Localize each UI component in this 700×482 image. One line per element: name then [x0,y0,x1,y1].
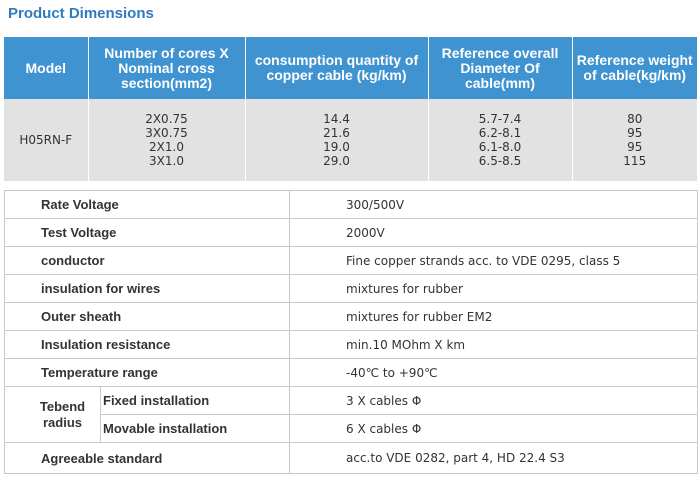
rate-voltage-value: 300/500V [289,190,698,219]
standard-label: Agreeable standard [4,442,290,474]
header-cores: Number of cores X Nominal cross section(… [88,37,246,99]
section-title: Product Dimensions [8,5,154,22]
copper-value: 19.0 [323,140,350,154]
diameter-value: 6.2-8.1 [478,126,522,140]
header-model: Model [4,37,89,99]
standard-value: acc.to VDE 0282, part 4, HD 22.4 S3 [289,442,698,474]
copper-value: 29.0 [323,154,350,168]
diameter-value: 6.5-8.5 [478,154,522,168]
test-voltage-value: 2000V [289,218,698,247]
spec-row: Agreeable standard acc.to VDE 0282, part… [4,442,698,474]
weight-value: 80 [627,112,643,126]
diameter-cell: 5.7-7.4 6.2-8.1 6.1-8.0 6.5-8.5 [428,99,573,181]
header-weight: Reference weight of cable(kg/km) [572,37,697,99]
table-row: H05RN-F 2X0.75 3X0.75 2X1.0 3X1.0 14.4 2… [4,99,697,181]
temperature-value: -40℃ to +90℃ [289,358,698,387]
specs-table: Rate Voltage 300/500V Test Voltage 2000V… [4,190,698,474]
cores-value: 2X1.0 [149,140,184,154]
sheath-value: mixtures for rubber EM2 [289,302,698,331]
fixed-installation-label: Fixed installation [100,386,290,415]
weight-value: 95 [627,126,643,140]
rate-voltage-label: Rate Voltage [4,190,290,219]
cores-value: 2X0.75 [145,112,188,126]
copper-value: 14.4 [323,112,350,126]
weight-cell: 80 95 95 115 [572,99,697,181]
movable-installation-value: 6 X cables Φ [289,414,698,443]
spec-row: Movable installation 6 X cables Φ [5,414,698,443]
weight-value: 95 [627,140,643,154]
diameter-value: 5.7-7.4 [478,112,522,126]
spec-row: conductor Fine copper strands acc. to VD… [4,246,698,275]
spec-row: Rate Voltage 300/500V [4,190,698,219]
cores-cell: 2X0.75 3X0.75 2X1.0 3X1.0 [88,99,246,181]
movable-installation-label: Movable installation [100,414,290,443]
weight-value: 115 [623,154,647,168]
fixed-installation-value: 3 X cables Φ [289,386,698,415]
temperature-label: Temperature range [4,358,290,387]
diameter-value: 6.1-8.0 [478,140,522,154]
test-voltage-label: Test Voltage [4,218,290,247]
copper-cell: 14.4 21.6 19.0 29.0 [245,99,429,181]
resistance-value: min.10 MOhm X km [289,330,698,359]
spec-row: insulation for wires mixtures for rubber [4,274,698,303]
spec-row: Insulation resistance min.10 MOhm X km [4,330,698,359]
spec-row: Test Voltage 2000V [4,218,698,247]
sheath-label: Outer sheath [4,302,290,331]
cores-value: 3X1.0 [149,154,184,168]
spec-row: Temperature range -40℃ to +90℃ [4,358,698,387]
resistance-label: Insulation resistance [4,330,290,359]
dimensions-table: Model Number of cores X Nominal cross se… [4,37,697,181]
tebend-radius-label: Tebend radius [4,386,101,443]
insulation-value: mixtures for rubber [289,274,698,303]
spec-row: Tebend radius Fixed installation 3 X cab… [4,386,698,443]
model-cell: H05RN-F [4,99,89,181]
copper-value: 21.6 [323,126,350,140]
header-diameter: Reference overall Diameter Of cable(mm) [428,37,573,99]
header-row: Model Number of cores X Nominal cross se… [4,37,697,99]
cores-value: 3X0.75 [145,126,188,140]
insulation-label: insulation for wires [4,274,290,303]
conductor-label: conductor [4,246,290,275]
conductor-value: Fine copper strands acc. to VDE 0295, cl… [289,246,698,275]
header-copper: consumption quantity of copper cable (kg… [245,37,429,99]
spec-row: Outer sheath mixtures for rubber EM2 [4,302,698,331]
